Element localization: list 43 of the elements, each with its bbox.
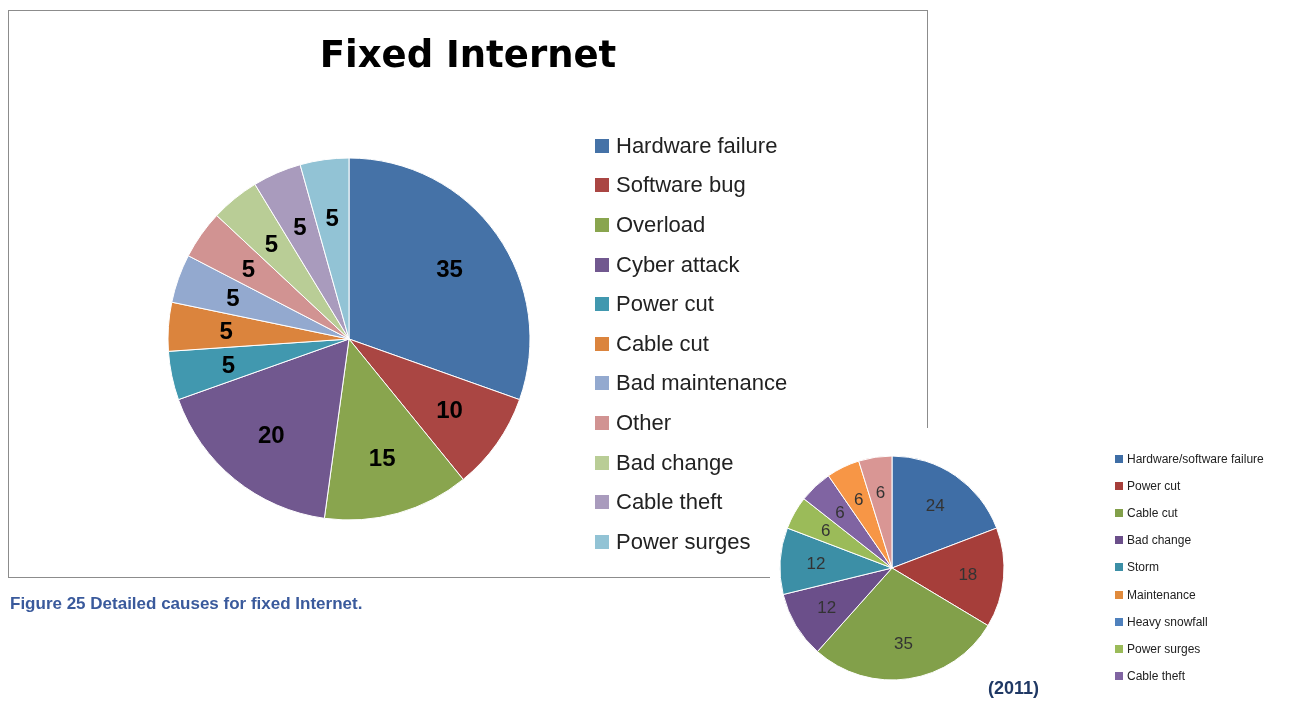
data-label: 6 — [820, 520, 831, 540]
legend-label: Bad change — [1127, 533, 1192, 548]
data-label: 15 — [368, 444, 396, 472]
data-label: 6 — [835, 502, 845, 522]
legend-label: Cyber attack — [616, 251, 740, 278]
data-label: 5 — [219, 317, 233, 345]
data-label: 12 — [806, 553, 826, 573]
legend-label: Power cut — [1127, 478, 1181, 493]
data-label: 12 — [817, 597, 837, 617]
legend-label: Cable theft — [616, 489, 723, 516]
legend-label: Hardware/software failure — [1127, 451, 1264, 466]
data-label: 35 — [436, 254, 463, 282]
data-label: 6 — [853, 490, 864, 509]
legend-label: Power cut — [616, 291, 714, 318]
data-label: 24 — [925, 495, 945, 515]
legend-label: Hardware failure — [616, 132, 778, 159]
legend-label: Bad change — [616, 449, 734, 476]
data-label: 5 — [264, 230, 279, 258]
legend-label: Power surges — [1127, 641, 1201, 656]
data-label: 5 — [241, 254, 256, 282]
data-label: 6 — [875, 483, 886, 503]
legend-label: Cable cut — [616, 330, 709, 357]
caption: Figure 25 Detailed causes for fixed Internet. — [10, 594, 363, 614]
legend-label: Cable theft — [1127, 669, 1186, 684]
data-label: 5 — [325, 203, 339, 231]
legend-label: Overload — [616, 211, 706, 238]
data-label: 20 — [257, 420, 285, 448]
legend-label: Heavy snowfall — [1127, 614, 1208, 629]
data-label: 10 — [436, 396, 463, 424]
data-label: 5 — [293, 212, 307, 240]
legend-label: Bad maintenance — [616, 370, 788, 397]
data-label: 18 — [958, 565, 978, 585]
legend-label: Storm — [1127, 560, 1160, 575]
text: (2011) — [988, 678, 1040, 699]
data-label: 35 — [893, 633, 913, 653]
legend-label: Maintenance — [1127, 587, 1196, 602]
data-label: 5 — [226, 284, 240, 312]
legend-label: Software bug — [616, 172, 746, 199]
legend-label: Power surges — [616, 528, 751, 555]
chart-title: Fixed Internet — [318, 33, 618, 76]
legend-label: Cable cut — [1127, 505, 1178, 520]
data-label: 5 — [221, 350, 236, 378]
legend-label: Other — [616, 409, 672, 436]
